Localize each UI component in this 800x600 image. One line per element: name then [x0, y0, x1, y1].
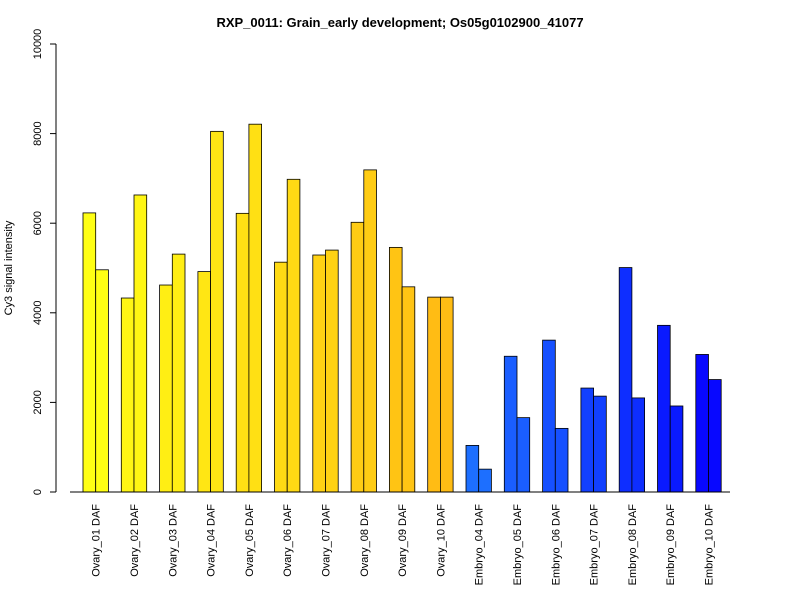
bar: [95, 269, 109, 493]
x-tick-label: Embryo_04 DAF: [474, 504, 486, 586]
bar: [427, 296, 441, 493]
bar: [631, 397, 646, 493]
bar: [248, 123, 262, 493]
x-tick-label: Embryo_08 DAF: [627, 504, 639, 586]
bar: [350, 221, 365, 493]
bar: [159, 284, 173, 493]
x-tick-label: Ovary_10 DAF: [435, 504, 447, 577]
y-tick-label: 10000: [32, 29, 44, 60]
bar: [503, 355, 518, 493]
bar: [695, 354, 709, 493]
x-tick-label: Embryo_07 DAF: [589, 504, 601, 586]
x-tick-label: Embryo_09 DAF: [665, 504, 677, 586]
x-tick-label: Ovary_01 DAF: [91, 504, 103, 577]
bar: [465, 445, 480, 493]
bar: [210, 130, 224, 493]
bar: [439, 296, 454, 493]
bar: [657, 324, 671, 493]
y-tick-label: 2000: [32, 390, 44, 414]
bar: [388, 246, 403, 493]
x-tick-label: Ovary_06 DAF: [282, 504, 294, 577]
y-axis-label: Cy3 signal intensity: [3, 220, 15, 315]
y-tick-label: 0: [32, 489, 44, 495]
bar: [554, 427, 569, 493]
bar: [133, 194, 148, 493]
bar: [580, 387, 595, 493]
axes-group: 0 2000 4000 6000 8000 10000: [32, 29, 730, 495]
x-tick-label: Ovary_07 DAF: [321, 504, 333, 577]
x-tick-label: Ovary_04 DAF: [206, 504, 218, 577]
x-tick-label: Ovary_05 DAF: [244, 504, 256, 577]
chart-title: RXP_0011: Grain_early development; Os05g…: [216, 15, 583, 30]
bar: [171, 253, 186, 493]
y-tick-label: 4000: [32, 301, 44, 325]
x-tick-label: Ovary_03 DAF: [167, 504, 179, 577]
y-tick-label: 6000: [32, 211, 44, 235]
y-tick-label: 8000: [32, 121, 44, 145]
bar: [618, 267, 633, 493]
x-tick-label: Embryo_06 DAF: [550, 504, 562, 586]
bar: [325, 249, 339, 493]
bar: [478, 468, 492, 493]
bar: [82, 212, 97, 493]
bar: [401, 286, 416, 493]
bar: [363, 169, 377, 493]
bar: [593, 395, 607, 493]
bar: [312, 254, 326, 493]
x-tick-labels: Ovary_01 DAF Ovary_02 DAF Ovary_03 DAF Ovar…: [91, 504, 716, 586]
bar: [542, 339, 556, 493]
bar: [708, 379, 722, 493]
x-tick-label: Ovary_02 DAF: [129, 504, 141, 577]
bar: [274, 261, 288, 493]
bar: [235, 212, 250, 493]
bar: [197, 271, 211, 493]
x-tick-label: Ovary_09 DAF: [397, 504, 409, 577]
x-tick-label: Embryo_10 DAF: [704, 504, 716, 586]
bar: [286, 178, 301, 493]
bar: [516, 417, 531, 493]
bar: [120, 297, 135, 493]
x-tick-label: Embryo_05 DAF: [512, 504, 524, 586]
bars-group: [82, 123, 722, 493]
bar: [669, 405, 684, 493]
x-tick-label: Ovary_08 DAF: [359, 504, 371, 577]
